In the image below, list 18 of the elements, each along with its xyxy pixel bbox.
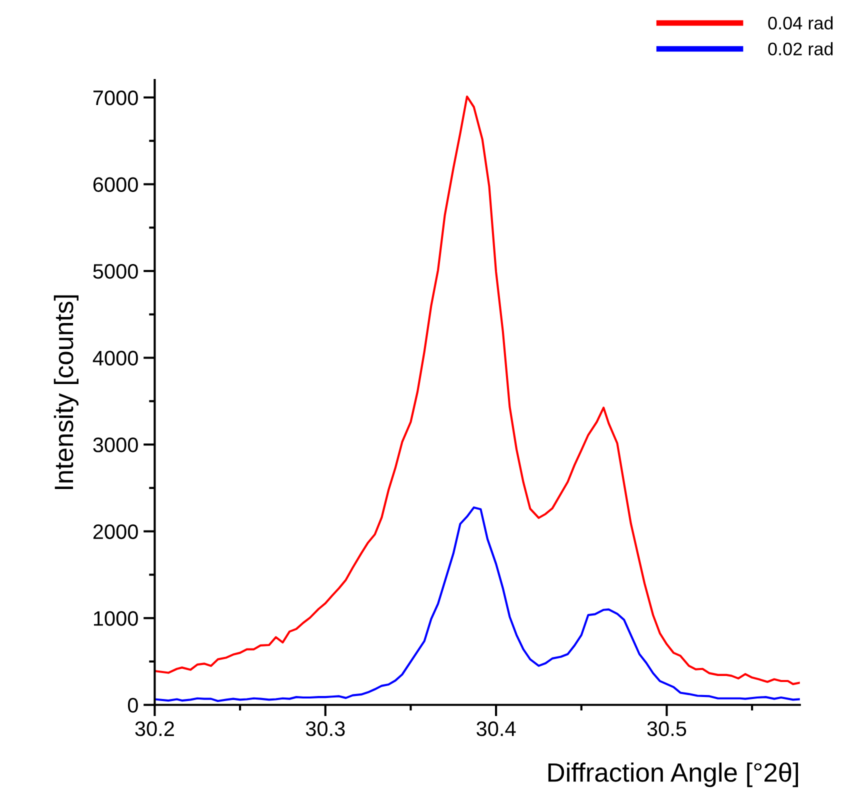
x-tick-label: 30.3 [306,721,345,736]
legend-label: 0.02 rad [768,42,833,56]
line-series [154,96,800,686]
y-tick-label: 0 [128,698,138,713]
y-tick-label: 5000 [93,264,138,279]
x-tick-label: 30.4 [476,721,516,736]
y-axis-title: Intensity [counts] [54,295,78,490]
y-tick-label: 6000 [93,177,138,192]
y-tick-label: 2000 [93,524,138,540]
x-axis-title: Diffraction Angle [°2θ] [548,762,798,788]
x-tick-label: 30.2 [135,721,174,736]
legend-label: 0.04 rad [768,16,833,30]
y-tick-label: 1000 [94,611,138,626]
y-tick-label: 3000 [93,438,138,452]
y-tick-label: 4000 [92,350,138,366]
line-series [154,506,800,702]
x-tick-label: 30.5 [647,721,686,736]
y-tick-label: 7000 [93,90,138,106]
